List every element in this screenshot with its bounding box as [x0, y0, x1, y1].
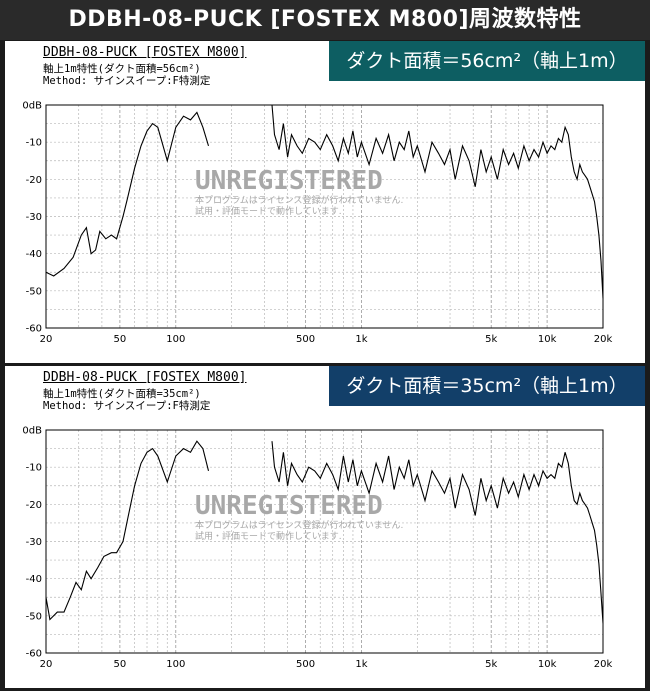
- x-tick-label: 100: [166, 334, 185, 345]
- watermark-notice: 試用・評価モードで動作しています.: [195, 530, 342, 542]
- duct-area-badge: ダクト面積＝35cm²（軸上1m）: [329, 366, 645, 406]
- y-tick-label: 0dB: [22, 101, 42, 112]
- x-tick-label: 20: [40, 659, 53, 670]
- watermark-notice: 試用・評価モードで動作しています.: [195, 205, 342, 217]
- watermark-text: UNREGISTERED: [195, 166, 383, 196]
- y-tick-label: 0dB: [22, 426, 42, 437]
- chart-panel: 0dB -10 -20 -30 -40 -50 -60 20 50 100 500 1k 5k 10k 20…: [5, 41, 645, 363]
- y-tick-label: -30: [26, 537, 42, 548]
- x-tick-label: 20k: [594, 659, 613, 670]
- chart-header-sub1: 軸上1m特性(ダクト面積=56cm²): [43, 63, 201, 75]
- x-tick-label: 1k: [355, 659, 367, 670]
- chart-header-title: DDBH-08-PUCK [FOSTEX M800]: [43, 370, 247, 385]
- chart-header-sub2: Method: サインスイープ:F特測定: [43, 75, 211, 87]
- x-tick-label: 10k: [538, 334, 557, 345]
- y-tick-label: -10: [26, 463, 42, 474]
- watermark-text: UNREGISTERED: [195, 491, 383, 521]
- plot-border: [45, 429, 604, 654]
- x-tick-label: 1k: [355, 334, 367, 345]
- chart-header-sub1: 軸上1m特性(ダクト面積=35cm²): [43, 388, 201, 400]
- response-trace: [271, 104, 604, 299]
- x-tick-label: 20k: [594, 334, 613, 345]
- response-trace: [271, 441, 604, 624]
- chart-header-title: DDBH-08-PUCK [FOSTEX M800]: [43, 45, 247, 60]
- x-tick-label: 5k: [485, 659, 497, 670]
- response-trace: [45, 440, 210, 621]
- x-tick-label: 500: [296, 334, 315, 345]
- y-tick-label: -50: [26, 611, 42, 622]
- y-tick-label: -20: [26, 500, 42, 511]
- watermark-notice: 本プログラムはライセンス登録が行われていません.: [195, 519, 403, 531]
- x-tick-label: 100: [166, 659, 185, 670]
- page-title: DDBH-08-PUCK [FOSTEX M800]周波数特性: [0, 0, 650, 40]
- chart-header-sub2: Method: サインスイープ:F特測定: [43, 400, 211, 412]
- x-tick-label: 20: [40, 334, 53, 345]
- plot-border: [45, 104, 604, 329]
- x-tick-label: 50: [114, 659, 127, 670]
- watermark-notice: 本プログラムはライセンス登録が行われていません.: [195, 194, 403, 206]
- chart-panel: 0dB -10 -20 -30 -40 -50 -60 20 50 100 500 1k 5k 10k 20…: [5, 366, 645, 688]
- y-tick-label: -60: [26, 324, 42, 335]
- y-tick-label: -50: [26, 286, 42, 297]
- y-tick-label: -60: [26, 649, 42, 660]
- y-tick-label: -30: [26, 212, 42, 223]
- x-tick-label: 10k: [538, 659, 557, 670]
- x-tick-label: 500: [296, 659, 315, 670]
- x-tick-label: 5k: [485, 334, 497, 345]
- y-tick-label: -40: [26, 249, 42, 260]
- y-tick-label: -10: [26, 138, 42, 149]
- y-tick-label: -40: [26, 574, 42, 585]
- x-tick-label: 50: [114, 334, 127, 345]
- duct-area-badge: ダクト面積＝56cm²（軸上1m）: [329, 41, 645, 81]
- y-tick-label: -20: [26, 175, 42, 186]
- response-trace: [45, 111, 210, 277]
